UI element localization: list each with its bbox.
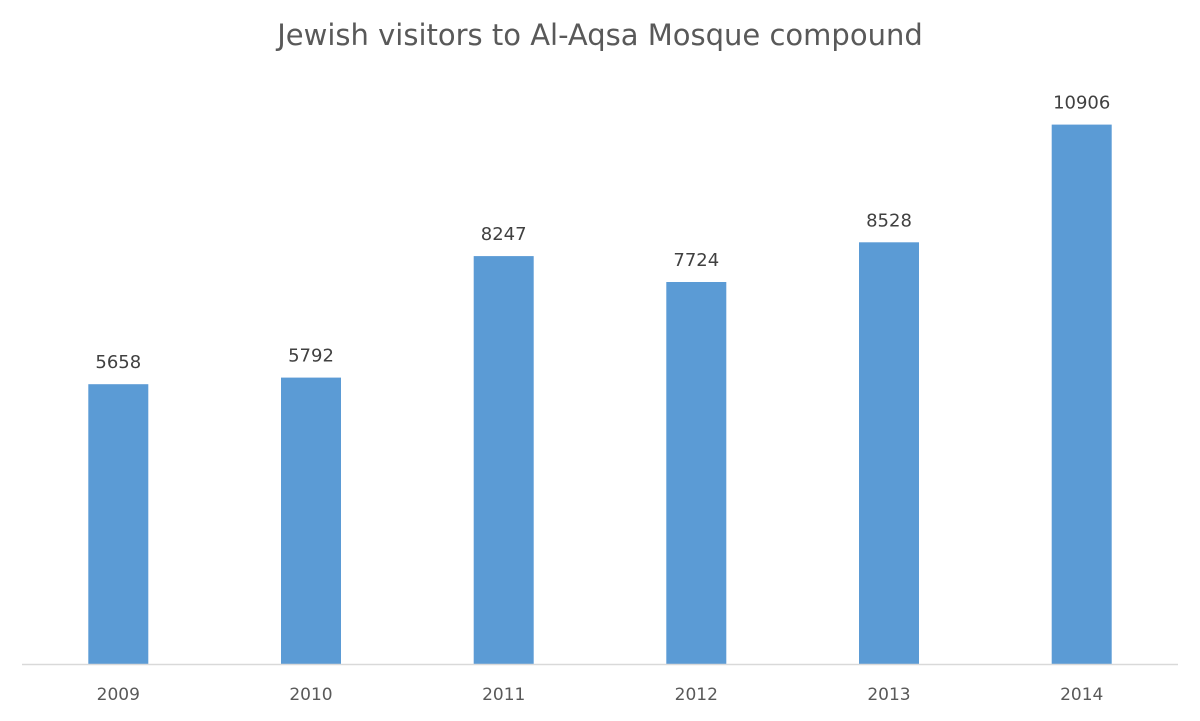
x-tick-label-2011: 2011 bbox=[482, 685, 525, 705]
x-tick-label-2010: 2010 bbox=[289, 685, 332, 705]
data-label-2013: 8528 bbox=[866, 210, 912, 231]
data-label-2011: 8247 bbox=[481, 224, 527, 245]
x-tick-label-2014: 2014 bbox=[1060, 685, 1103, 705]
bar-2012 bbox=[666, 282, 727, 664]
bar-2011 bbox=[473, 256, 534, 664]
data-label-2010: 5792 bbox=[288, 346, 334, 367]
chart-title: Jewish visitors to Al-Aqsa Mosque compou… bbox=[277, 18, 923, 52]
bar-2010 bbox=[281, 377, 341, 664]
bar-2013 bbox=[859, 242, 919, 665]
bars bbox=[88, 124, 1112, 665]
x-tick-label-2009: 2009 bbox=[97, 685, 140, 705]
data-label-2009: 5658 bbox=[95, 352, 141, 373]
x-tick-label-2012: 2012 bbox=[675, 685, 718, 705]
x-tick-label-2013: 2013 bbox=[867, 685, 910, 705]
data-label-2012: 7724 bbox=[673, 250, 719, 271]
bar-2009 bbox=[88, 384, 149, 664]
bar-2014 bbox=[1051, 124, 1112, 665]
data-label-2014: 10906 bbox=[1053, 93, 1110, 114]
